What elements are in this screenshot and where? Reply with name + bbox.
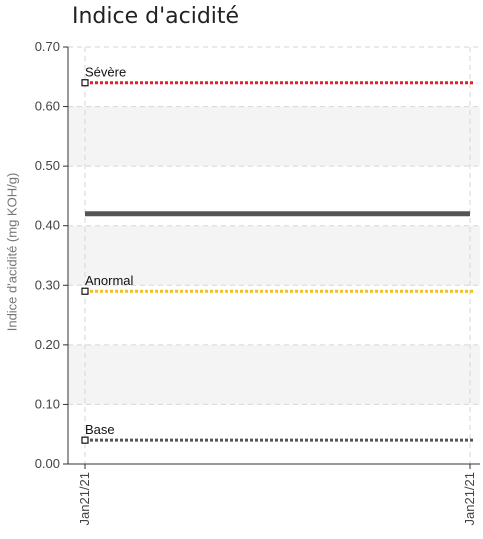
band-5	[68, 106, 480, 167]
y-tick-label: 0.50	[35, 158, 60, 173]
band-3	[68, 225, 480, 286]
x-tick-label: Jan21/21	[462, 472, 477, 526]
threshold-label: Anormal	[85, 273, 134, 288]
threshold-marker	[81, 287, 89, 295]
gridlines	[68, 46, 480, 464]
chart-title: Indice d'acidité	[72, 4, 240, 29]
y-tick-label: 0.70	[35, 39, 60, 54]
threshold-label: Base	[85, 422, 115, 437]
y-tick-labels: 0.00 0.10 0.20 0.30 0.40 0.50 0.60 0.70	[35, 39, 60, 471]
threshold-lines: Sévère Anormal Base	[81, 65, 473, 444]
threshold-label: Sévère	[85, 65, 126, 80]
threshold-marker	[81, 436, 89, 444]
y-tick-label: 0.10	[35, 396, 60, 411]
y-tick-label: 0.30	[35, 277, 60, 292]
y-tick-label: 0.20	[35, 337, 60, 352]
y-tick-label: 0.40	[35, 218, 60, 233]
band-1	[68, 344, 480, 405]
y-tick-label: 0.00	[35, 456, 60, 471]
axes	[63, 46, 480, 469]
y-tick-label: 0.60	[35, 99, 60, 114]
background-bands	[68, 106, 480, 405]
x-tick-label: Jan21/21	[77, 472, 92, 526]
x-tick-labels: Jan21/21 Jan21/21	[77, 472, 477, 526]
threshold-marker	[81, 79, 89, 87]
